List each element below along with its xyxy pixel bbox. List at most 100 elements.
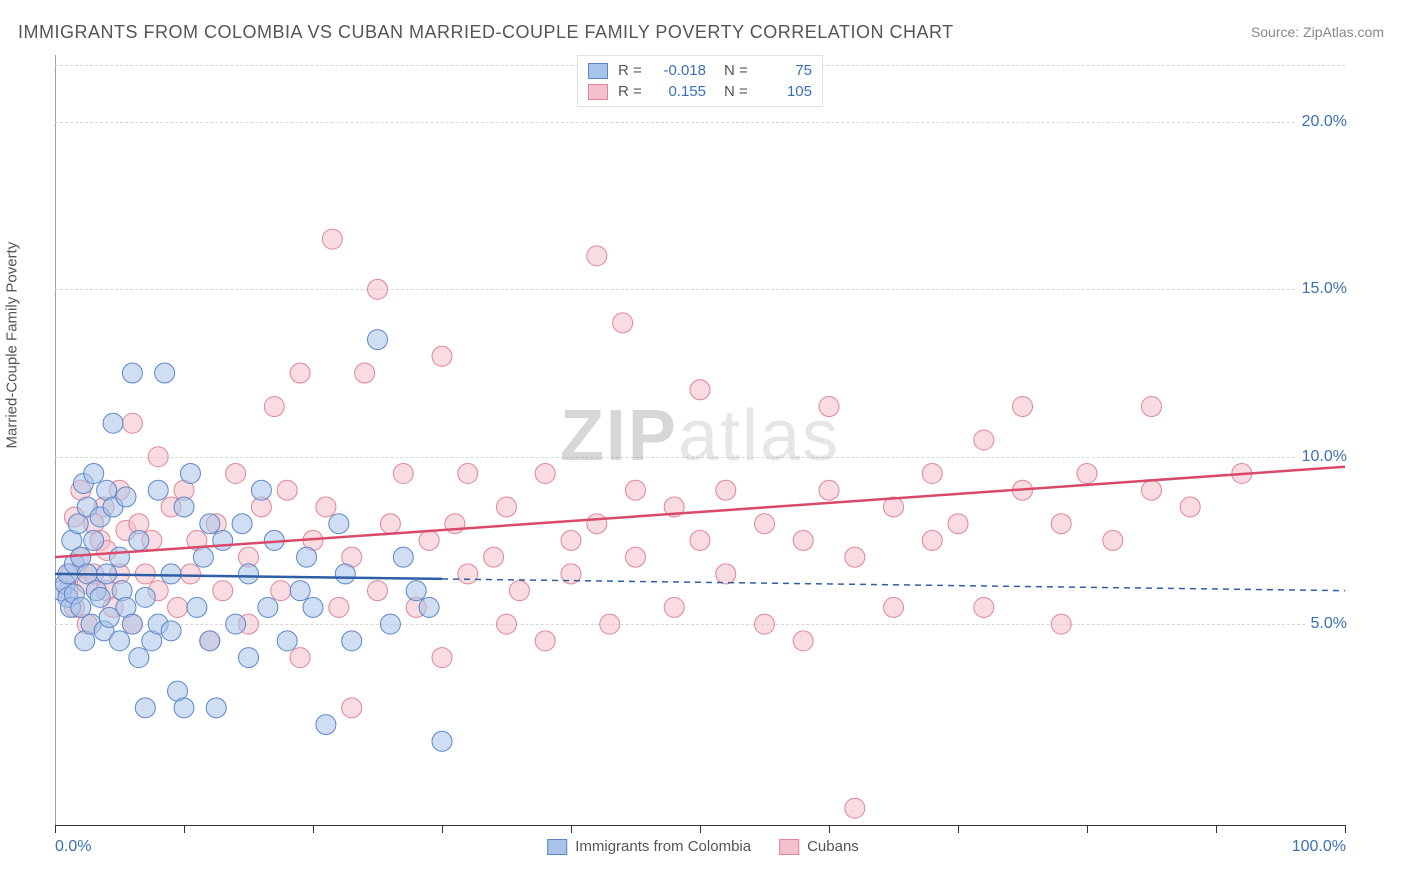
data-point [193,547,213,567]
x-tick [1345,825,1346,833]
data-point [251,480,271,500]
legend-swatch [779,839,799,855]
data-point [432,346,452,366]
data-point [535,631,555,651]
x-tick [1216,825,1217,833]
data-point [561,530,581,550]
data-point [380,614,400,634]
x-tick [313,825,314,833]
legend-item: Immigrants from Colombia [547,838,751,855]
data-point [303,597,323,617]
data-point [239,564,259,584]
legend-row: R = -0.018 N = 75 [588,60,812,81]
legend-label: Immigrants from Colombia [575,838,751,855]
legend-row: R = 0.155 N = 105 [588,81,812,102]
trend-line-dashed [442,579,1345,591]
data-point [1180,497,1200,517]
data-point [342,698,362,718]
data-point [148,480,168,500]
data-point [329,597,349,617]
data-point [368,279,388,299]
data-point [122,413,142,433]
x-tick [184,825,185,833]
data-point [419,597,439,617]
data-point [200,514,220,534]
x-tick [829,825,830,833]
data-point [148,447,168,467]
data-point [174,497,194,517]
x-max-label: 100.0% [1292,838,1346,856]
data-point [1013,397,1033,417]
legend-r-label: R = [618,62,646,79]
data-point [1103,530,1123,550]
data-point [690,380,710,400]
data-point [155,363,175,383]
data-point [297,547,317,567]
data-point [497,614,517,634]
data-point [380,514,400,534]
data-point [277,631,297,651]
data-point [226,614,246,634]
chart-title: IMMIGRANTS FROM COLOMBIA VS CUBAN MARRIE… [18,22,954,43]
data-point [264,397,284,417]
data-point [180,564,200,584]
data-point [819,480,839,500]
data-point [174,698,194,718]
legend-n-label: N = [724,83,752,100]
data-point [884,597,904,617]
source-label: Source: ZipAtlas.com [1251,24,1384,40]
data-point [1142,480,1162,500]
data-point [316,715,336,735]
legend-swatch [547,839,567,855]
data-point [587,246,607,266]
data-point [509,581,529,601]
data-point [232,514,252,534]
data-point [922,530,942,550]
data-point [90,587,110,607]
data-point [226,463,246,483]
data-point [213,581,233,601]
data-point [626,547,646,567]
data-point [1051,514,1071,534]
data-point [1077,463,1097,483]
data-point [116,487,136,507]
data-point [329,514,349,534]
data-point [84,530,104,550]
data-point [613,313,633,333]
data-point [322,229,342,249]
data-point [84,463,104,483]
data-point [716,564,736,584]
correlation-legend: R = -0.018 N = 75 R = 0.155 N = 105 [577,55,823,107]
data-point [393,463,413,483]
data-point [258,597,278,617]
data-point [716,480,736,500]
data-point [664,597,684,617]
data-point [103,413,123,433]
data-point [819,397,839,417]
legend-r-value: 0.155 [656,83,706,100]
data-point [271,581,291,601]
data-point [290,363,310,383]
data-point [368,330,388,350]
data-point [213,530,233,550]
legend-n-value: 75 [762,62,812,79]
data-point [948,514,968,534]
data-point [845,547,865,567]
data-point [110,631,130,651]
series-legend: Immigrants from Colombia Cubans [547,838,859,855]
data-point [239,648,259,668]
y-axis-title: Married-Couple Family Poverty [4,242,21,449]
legend-label: Cubans [807,838,859,855]
data-point [793,631,813,651]
data-point [135,587,155,607]
data-point [755,614,775,634]
x-tick [700,825,701,833]
legend-swatch [588,84,608,100]
data-point [393,547,413,567]
data-point [845,798,865,818]
data-point [277,480,297,500]
data-point [432,731,452,751]
data-point [587,514,607,534]
data-point [419,530,439,550]
x-tick [1087,825,1088,833]
